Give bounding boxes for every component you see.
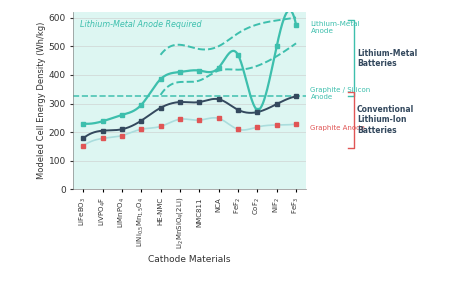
FancyBboxPatch shape <box>73 12 306 189</box>
Text: Lithium-Metal
Anode: Lithium-Metal Anode <box>310 21 360 34</box>
Text: Graphite / Silicon
Anode: Graphite / Silicon Anode <box>310 87 371 100</box>
Text: Lithium-Metal
Batteries: Lithium-Metal Batteries <box>357 49 417 68</box>
Text: Conventional
Lithium-Ion
Batteries: Conventional Lithium-Ion Batteries <box>357 105 414 135</box>
Text: Graphite Anode: Graphite Anode <box>310 125 365 131</box>
Y-axis label: Modeled Cell Energy Density (Wh/kg): Modeled Cell Energy Density (Wh/kg) <box>37 22 46 179</box>
X-axis label: Cathode Materials: Cathode Materials <box>148 255 231 264</box>
Text: Lithium-Metal Anode Required: Lithium-Metal Anode Required <box>81 20 202 29</box>
